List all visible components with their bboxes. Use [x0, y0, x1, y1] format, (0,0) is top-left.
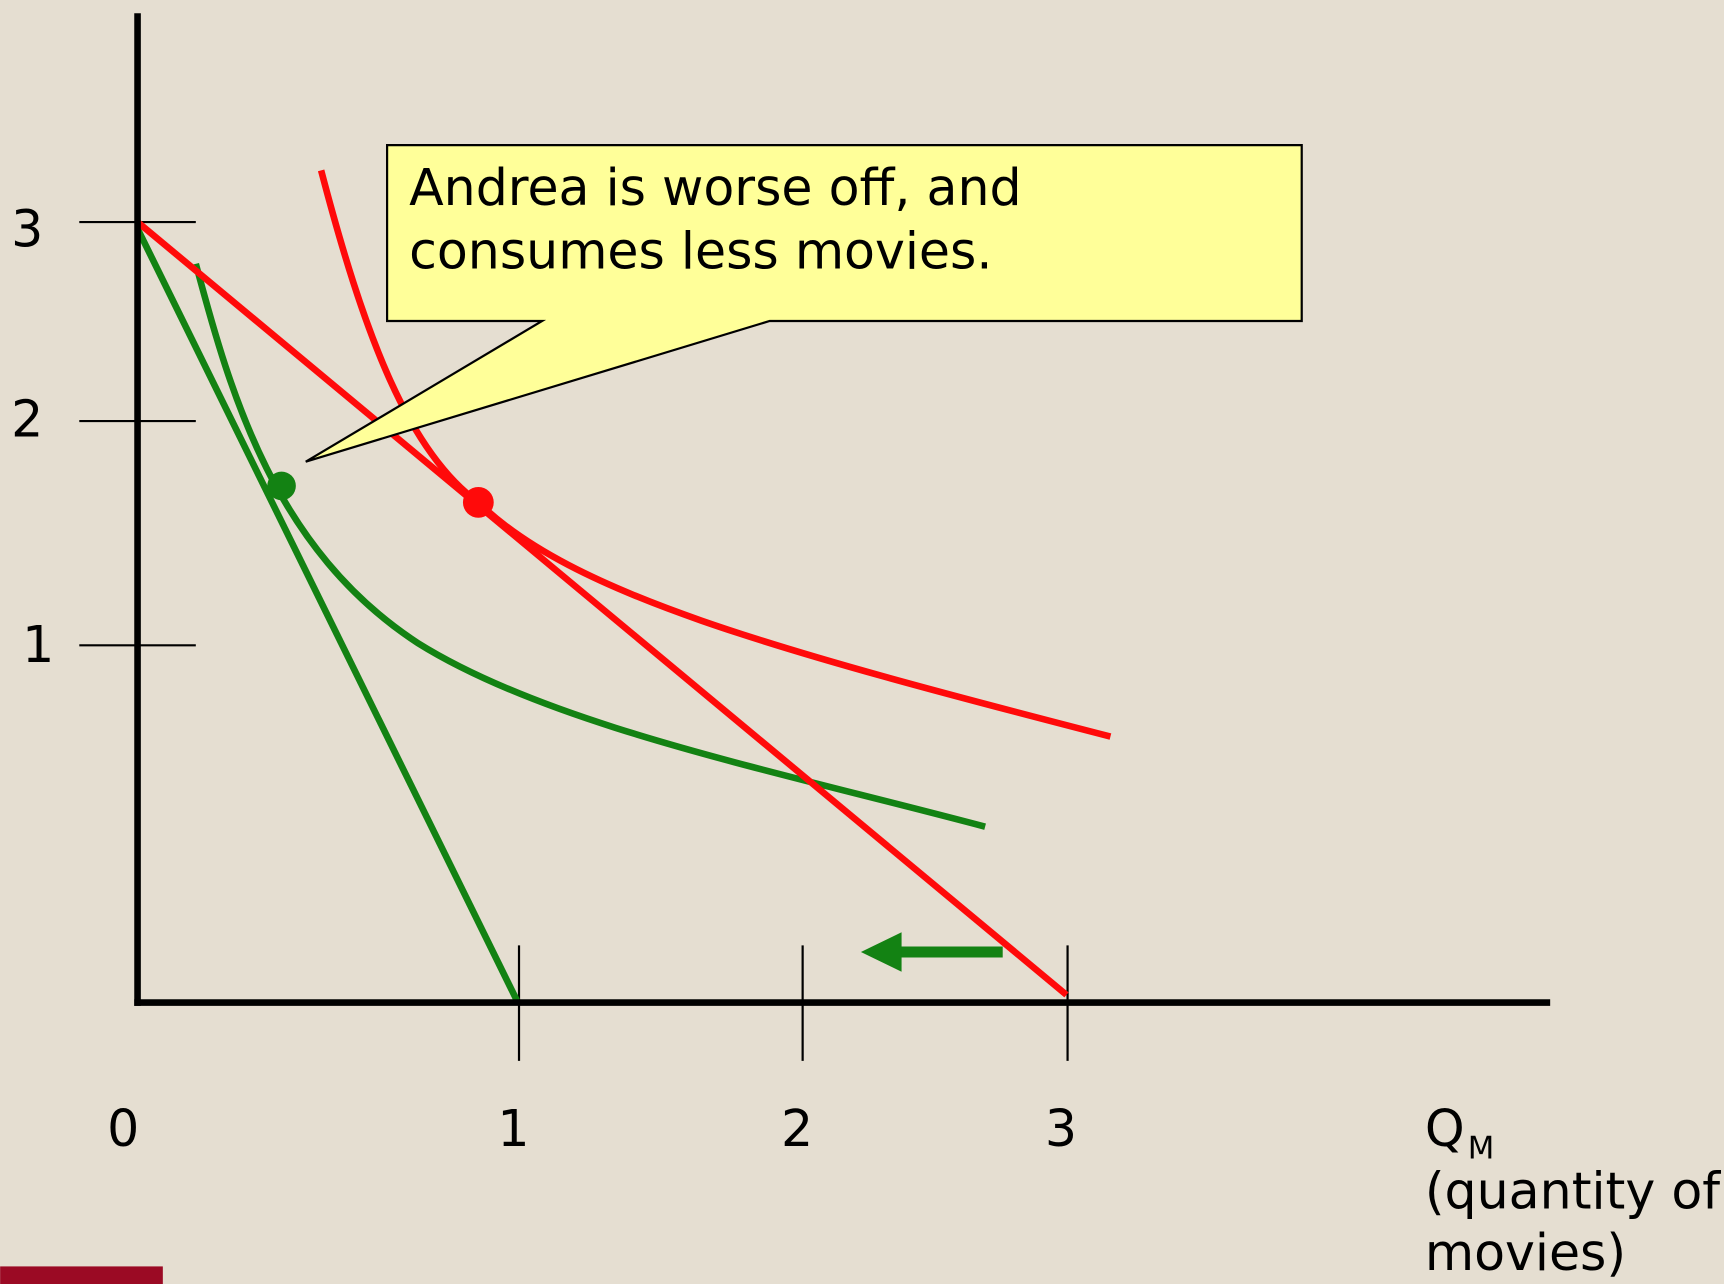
red-budget-line — [135, 219, 1069, 998]
x-axis-label: (quantity of — [1425, 1161, 1721, 1220]
green-optimum — [267, 471, 296, 501]
x-tick-label: 2 — [781, 1099, 813, 1158]
red-optimum — [462, 486, 494, 518]
x-origin-label: 0 — [107, 1099, 139, 1158]
y-tick-label: 1 — [22, 615, 54, 674]
green-indifference-curve — [192, 262, 986, 830]
x-tick-label: 3 — [1045, 1099, 1077, 1158]
y-tick-label: 2 — [11, 390, 43, 449]
y-tick-label: 3 — [11, 200, 43, 259]
green-budget-line — [134, 227, 520, 1002]
x-axis-label-subscript: M — [1468, 1130, 1495, 1166]
callout-box — [305, 144, 1303, 463]
x-axis-label: Q — [1425, 1099, 1465, 1158]
shift-arrow-head — [860, 932, 902, 972]
x-tick-label: 1 — [497, 1099, 529, 1158]
callout-text: Andrea is worse off, and — [409, 158, 1022, 217]
x-axis-label: movies) — [1425, 1223, 1626, 1282]
footer-bar — [0, 1266, 163, 1284]
callout-text: consumes less movies. — [409, 222, 992, 281]
